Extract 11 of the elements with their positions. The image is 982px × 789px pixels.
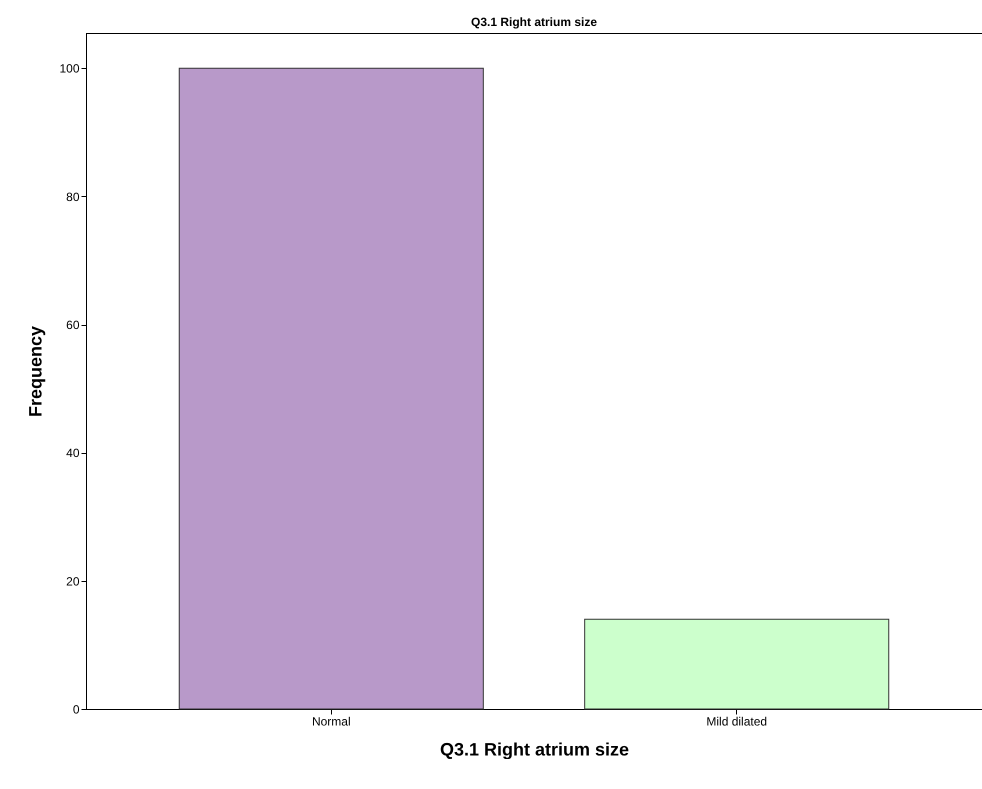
y-tick-label: 0 [72, 702, 80, 716]
chart-title: Q3.1 Right atrium size [470, 15, 598, 29]
x-tick-label: Mild dilated [706, 714, 768, 728]
y-axis-title: Frequency [25, 326, 46, 418]
y-tick-label: 60 [66, 318, 80, 332]
y-tick-label: 20 [66, 574, 80, 588]
y-tick-label: 100 [59, 62, 80, 76]
x-axis-title: Q3.1 Right atrium size [440, 740, 630, 760]
x-tick-label: Normal [312, 714, 351, 728]
y-tick-label: 40 [66, 446, 80, 460]
y-tick-label: 80 [66, 190, 80, 204]
